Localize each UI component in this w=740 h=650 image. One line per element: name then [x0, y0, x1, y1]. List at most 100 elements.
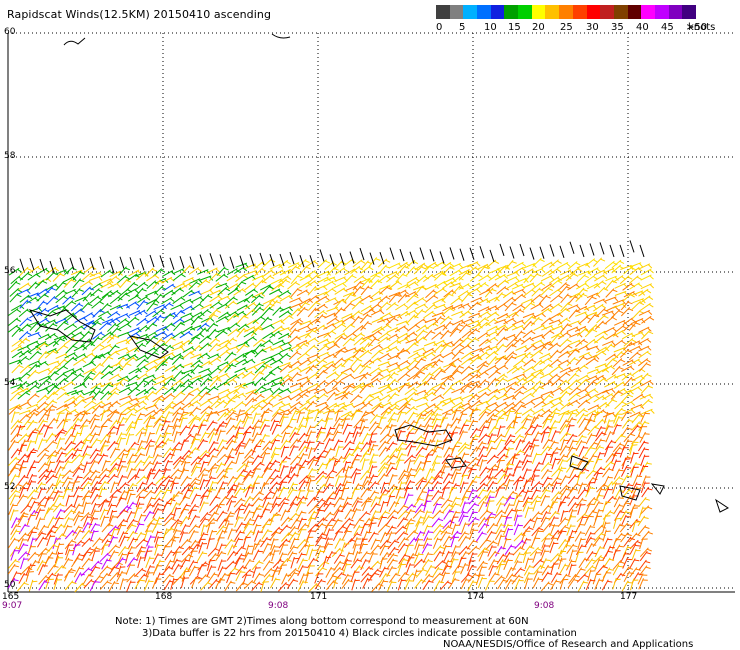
wind-barb	[17, 433, 28, 443]
wind-barb	[511, 324, 524, 331]
wind-barb-tick	[270, 395, 276, 399]
wind-barb	[335, 409, 340, 422]
wind-barb	[614, 324, 625, 334]
wind-barb	[478, 433, 487, 443]
wind-barb	[385, 302, 396, 311]
wind-barb-tick	[481, 455, 487, 458]
wind-barb	[548, 440, 556, 452]
wind-barb	[55, 289, 65, 299]
wind-barb-tick	[216, 309, 222, 313]
wind-barb	[289, 382, 302, 388]
wind-barb-tick	[87, 303, 93, 307]
wind-barb-tick	[243, 274, 248, 279]
wind-barb-tick	[458, 365, 464, 369]
wind-barb	[322, 408, 335, 415]
wind-barb-tick	[567, 294, 573, 298]
wind-barb	[11, 327, 21, 337]
wind-barb-tick	[539, 340, 545, 345]
wind-barb	[531, 267, 544, 274]
wind-barb	[270, 381, 283, 388]
wind-barb	[74, 316, 86, 324]
wind-barb-tick	[154, 281, 160, 285]
wind-barb-tick	[537, 318, 543, 321]
wind-barb-tick	[58, 495, 64, 498]
wind-barb	[170, 352, 182, 360]
wind-barb	[73, 462, 83, 473]
wind-barb-tick	[77, 476, 83, 479]
wind-barb	[396, 447, 402, 459]
wind-barb	[133, 459, 142, 470]
wind-barb	[377, 331, 389, 340]
wind-barb	[163, 459, 169, 472]
wind-barb-tick	[349, 374, 355, 379]
wind-barb	[458, 445, 467, 456]
wind-barb	[217, 388, 230, 395]
wind-barb-tick	[558, 378, 564, 383]
wind-barb-tick	[194, 505, 200, 508]
wind-barb-tick	[374, 338, 380, 342]
wind-barb	[457, 290, 469, 298]
wind-barb	[540, 286, 550, 296]
wind-barb-tick	[475, 435, 481, 438]
wind-barb	[160, 475, 170, 485]
wind-barb	[361, 342, 370, 353]
wind-barb-tick	[71, 301, 77, 305]
wind-barb	[254, 364, 264, 374]
wind-barb-tick	[443, 304, 448, 310]
wind-barb	[359, 277, 371, 284]
wind-barb-tick	[294, 329, 300, 332]
wind-barb	[386, 371, 396, 382]
wind-barb	[305, 344, 316, 354]
wind-barb	[493, 468, 504, 478]
wind-barb-tick	[465, 324, 471, 328]
wind-barb	[289, 308, 299, 318]
wind-barb	[451, 310, 463, 317]
wind-barb	[82, 432, 91, 443]
wind-barb-tick	[72, 324, 78, 328]
wind-barb-tick	[27, 402, 32, 407]
wind-barb-tick	[376, 358, 382, 363]
wind-barb	[307, 382, 319, 390]
wind-barb-tick	[205, 392, 211, 396]
wind-barb	[395, 397, 407, 404]
wind-barb	[362, 308, 374, 316]
wind-barb	[37, 452, 46, 464]
wind-barb-tick	[404, 398, 409, 403]
wind-barb	[287, 472, 296, 484]
wind-barb	[208, 440, 215, 452]
wind-barb	[162, 313, 172, 323]
wind-barb	[385, 466, 394, 477]
wind-barb	[244, 270, 257, 276]
wind-barb	[190, 303, 202, 311]
wind-barb-tick	[386, 286, 392, 291]
wind-barb	[466, 479, 474, 491]
wind-barb-tick	[188, 331, 193, 336]
wind-barb-tick	[19, 345, 25, 350]
wind-barb	[521, 453, 528, 466]
wind-barb	[171, 363, 182, 372]
wind-barb	[604, 495, 614, 506]
wind-barb	[386, 454, 395, 465]
wind-barb	[215, 282, 228, 289]
wind-barb	[344, 347, 357, 353]
wind-barb	[628, 440, 635, 452]
wind-barb-tick	[132, 502, 138, 505]
wind-barb	[515, 345, 527, 351]
wind-barb	[637, 440, 646, 452]
wind-barb	[493, 387, 506, 394]
wind-barb-tick	[384, 441, 390, 445]
wind-barb-tick	[278, 388, 284, 392]
wind-barb-tick	[608, 426, 614, 428]
wind-barb	[27, 369, 37, 379]
wind-barb-tick	[269, 477, 275, 480]
wind-barb-tick	[126, 376, 131, 381]
wind-barb-tick	[18, 276, 24, 280]
wind-barb	[252, 393, 262, 403]
wind-barb	[45, 474, 55, 484]
wind-barb	[387, 354, 399, 361]
wind-barb-tick	[593, 276, 598, 280]
wind-barb-tick	[548, 439, 554, 442]
wind-barb-tick	[495, 371, 501, 375]
wind-barb-tick	[99, 372, 105, 376]
wind-barb-tick	[359, 282, 365, 285]
